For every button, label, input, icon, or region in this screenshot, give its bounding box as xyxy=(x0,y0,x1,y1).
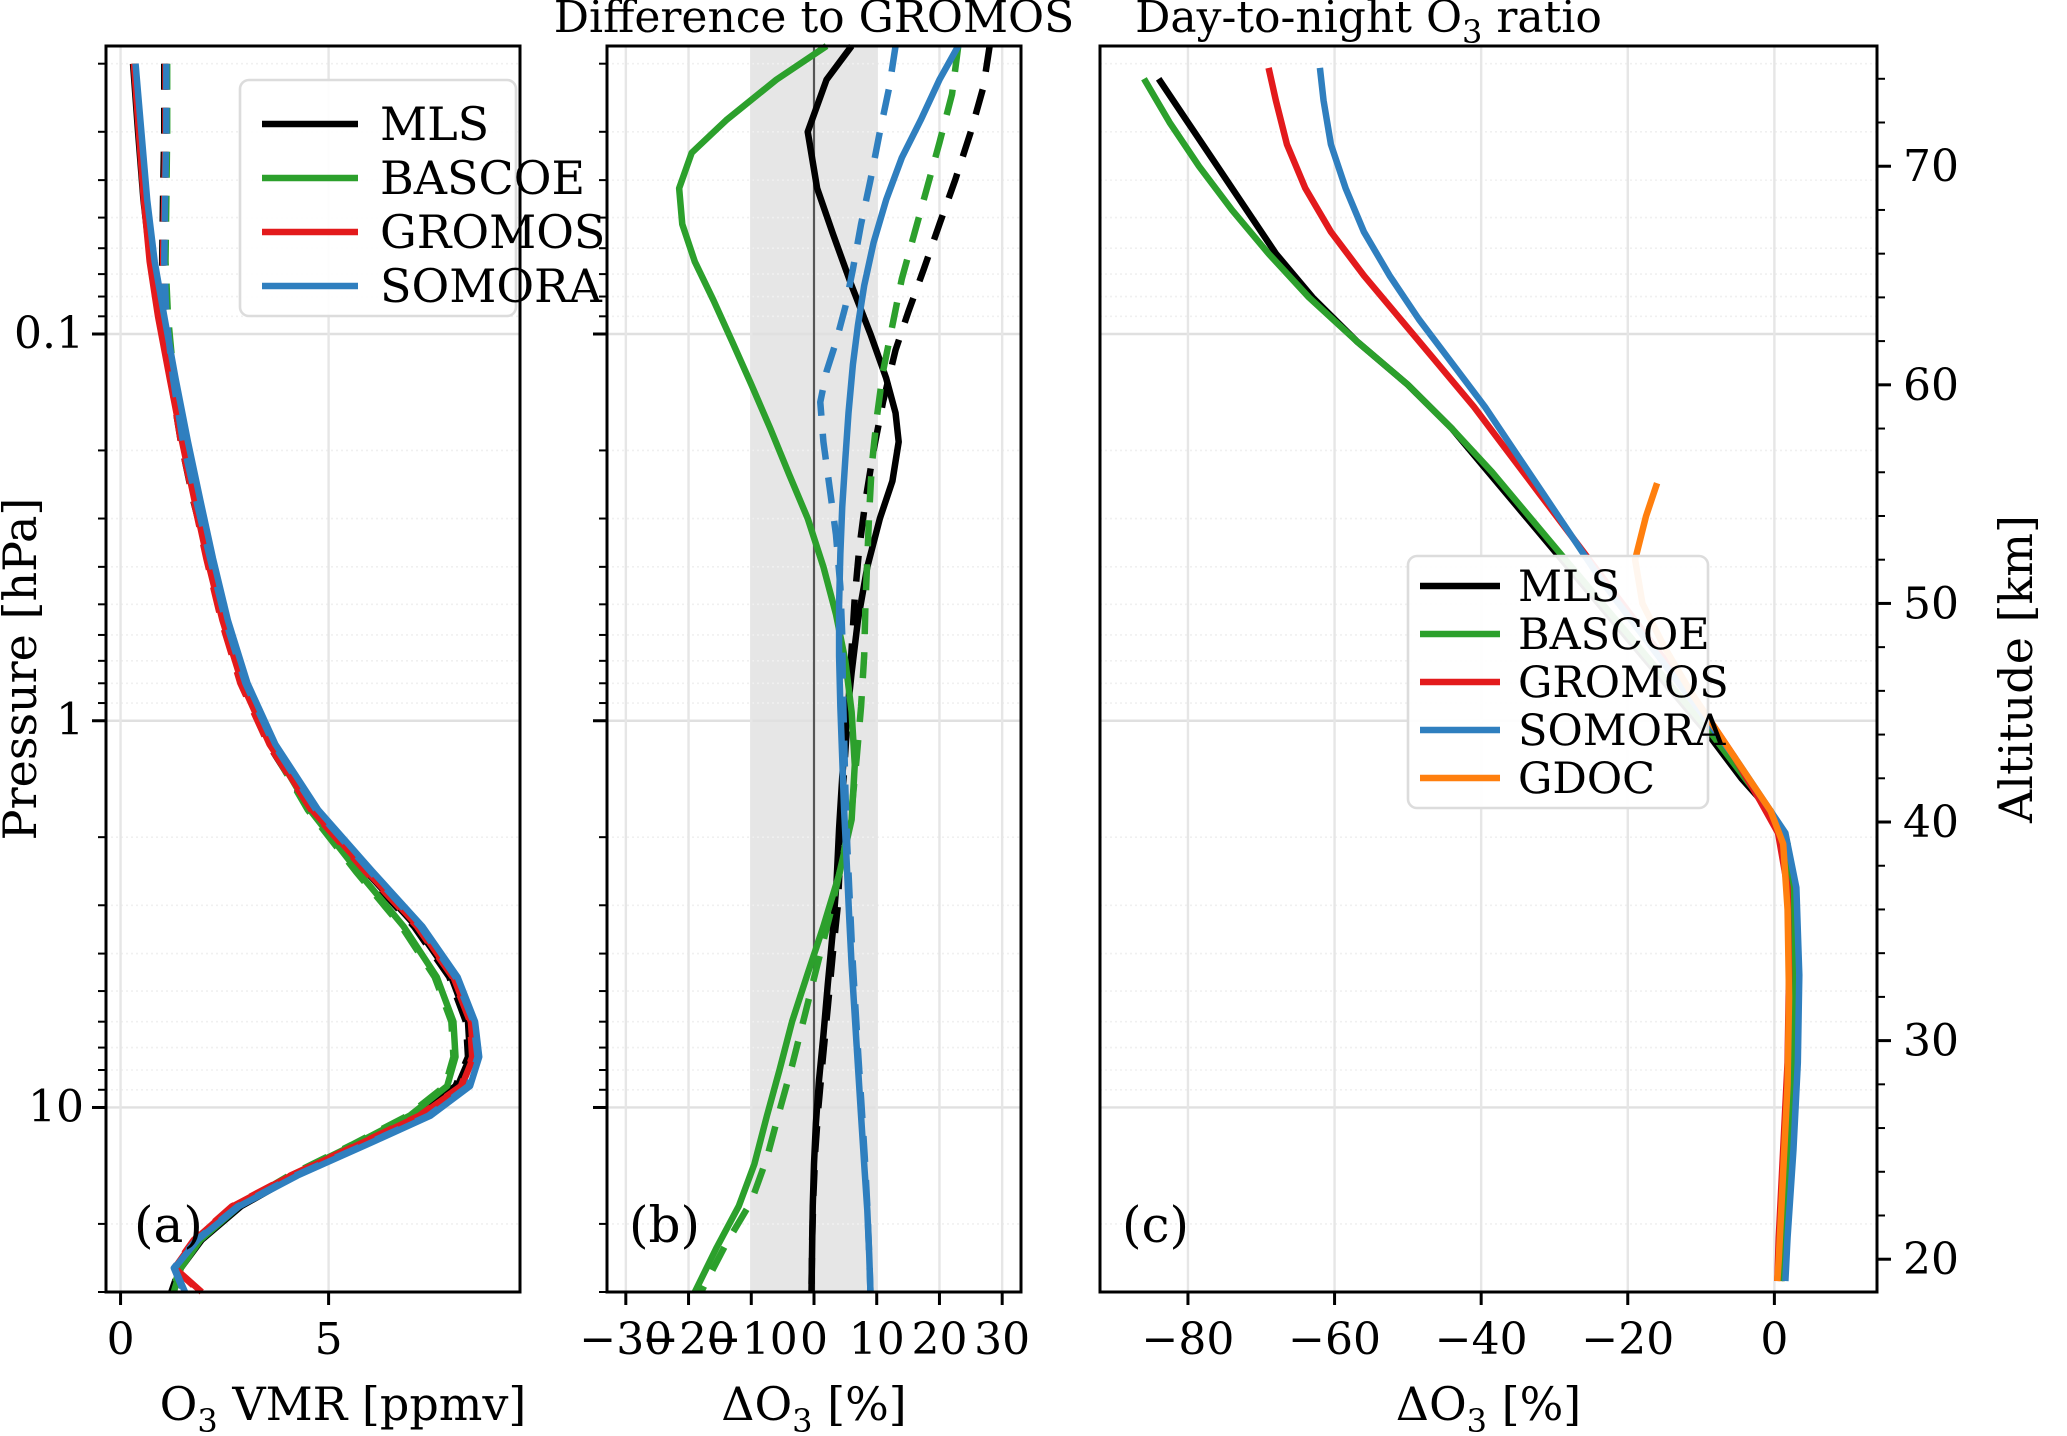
legend-label-mls: MLS xyxy=(380,97,489,151)
y-tick-label: 0.1 xyxy=(14,308,84,359)
altitude-tick-label: 40 xyxy=(1903,797,1959,848)
series-line-a-bascoe-dashed xyxy=(162,63,457,1293)
panel-b-xaxis: −30−20−10 0 10 20 30 ΔO3 [%] xyxy=(579,1292,1030,1436)
x-tick-label: 20 xyxy=(911,1314,967,1365)
panel-a-frame xyxy=(104,44,522,1294)
x-tick-label: 30 xyxy=(974,1314,1030,1365)
x-tick-label: −40 xyxy=(1435,1314,1528,1365)
series-line-b-somora-dashed xyxy=(817,45,899,1293)
altitude-tick-label: 50 xyxy=(1903,578,1959,629)
panel-c-title: Day-to-night O3 ratio xyxy=(1135,0,1602,51)
panel-b-yaxis xyxy=(593,62,607,1293)
series-line-b-bascoe-dashed xyxy=(698,45,962,1294)
x-tick-label: 5 xyxy=(315,1314,343,1365)
x-tick-label: −20 xyxy=(642,1314,735,1365)
y-axis-label: Pressure [hPa] xyxy=(0,498,47,841)
legend-box xyxy=(1406,554,1710,810)
legend-label-somora: SOMORA xyxy=(1518,706,1726,756)
panel-c-right-yaxis: 20 30 40 50 60 70 Altitude [km] xyxy=(1877,77,2043,1285)
legend-label-gdoc: GDOC xyxy=(1518,754,1655,804)
x-tick-label: −80 xyxy=(1142,1314,1235,1365)
panel-b-series xyxy=(675,43,993,1294)
x-axis-label: O3 VMR [ppmv] xyxy=(160,1377,527,1436)
x-tick-label: 0 xyxy=(1760,1314,1788,1365)
x-tick-label: 10 xyxy=(849,1314,905,1365)
series-line-a-somora-dashed xyxy=(161,63,481,1294)
panel-label-b: (b) xyxy=(629,1196,700,1254)
series-line-b-mls-dashed xyxy=(808,45,993,1293)
panel-a-series xyxy=(129,63,483,1295)
legend-label-bascoe: BASCOE xyxy=(1518,610,1710,660)
legend-label-somora: SOMORA xyxy=(380,259,603,313)
panel-a-yaxis: 0.1 1 10 Pressure [hPa] xyxy=(0,62,106,1293)
legend-label-gromos: GROMOS xyxy=(1518,658,1729,708)
legend-label-gromos: GROMOS xyxy=(380,205,605,259)
x-axis-label: ΔO3 [%] xyxy=(1396,1377,1582,1436)
x-tick-label: −30 xyxy=(579,1314,672,1365)
altitude-tick-label: 60 xyxy=(1903,360,1959,411)
x-tick-label: −10 xyxy=(705,1314,798,1365)
y-tick-label: 1 xyxy=(56,695,84,746)
panel-a-xaxis: 0 5 O3 VMR [ppmv] xyxy=(107,1292,527,1436)
x-tick-label: −60 xyxy=(1288,1314,1381,1365)
legend-box xyxy=(238,78,518,318)
panel-label-a: (a) xyxy=(134,1196,203,1254)
right-y-axis-label: Altitude [km] xyxy=(1989,515,2043,824)
legend-label-bascoe: BASCOE xyxy=(380,151,585,205)
panel-b: −30−20−10 0 10 20 30 ΔO3 [%] Difference to GRO… xyxy=(554,0,1075,1436)
panel-c-frame xyxy=(1098,44,1879,1294)
x-tick-label: −20 xyxy=(1581,1314,1674,1365)
altitude-tick-label: 70 xyxy=(1903,141,1959,192)
y-tick-label: 10 xyxy=(28,1081,84,1132)
legend-label-mls: MLS xyxy=(1518,562,1620,612)
panel-label-c: (c) xyxy=(1122,1196,1189,1254)
panel-b-title: Difference to GROMOS xyxy=(554,0,1075,43)
x-tick-label: 0 xyxy=(800,1314,828,1365)
altitude-tick-label: 30 xyxy=(1903,1016,1959,1067)
x-tick-label: 0 xyxy=(107,1314,135,1365)
panel-c-xaxis: −80 −60 −40 −20 0 ΔO3 [%] xyxy=(1142,1292,1788,1436)
x-axis-label: ΔO3 [%] xyxy=(721,1377,907,1436)
altitude-tick-label: 20 xyxy=(1903,1234,1959,1285)
